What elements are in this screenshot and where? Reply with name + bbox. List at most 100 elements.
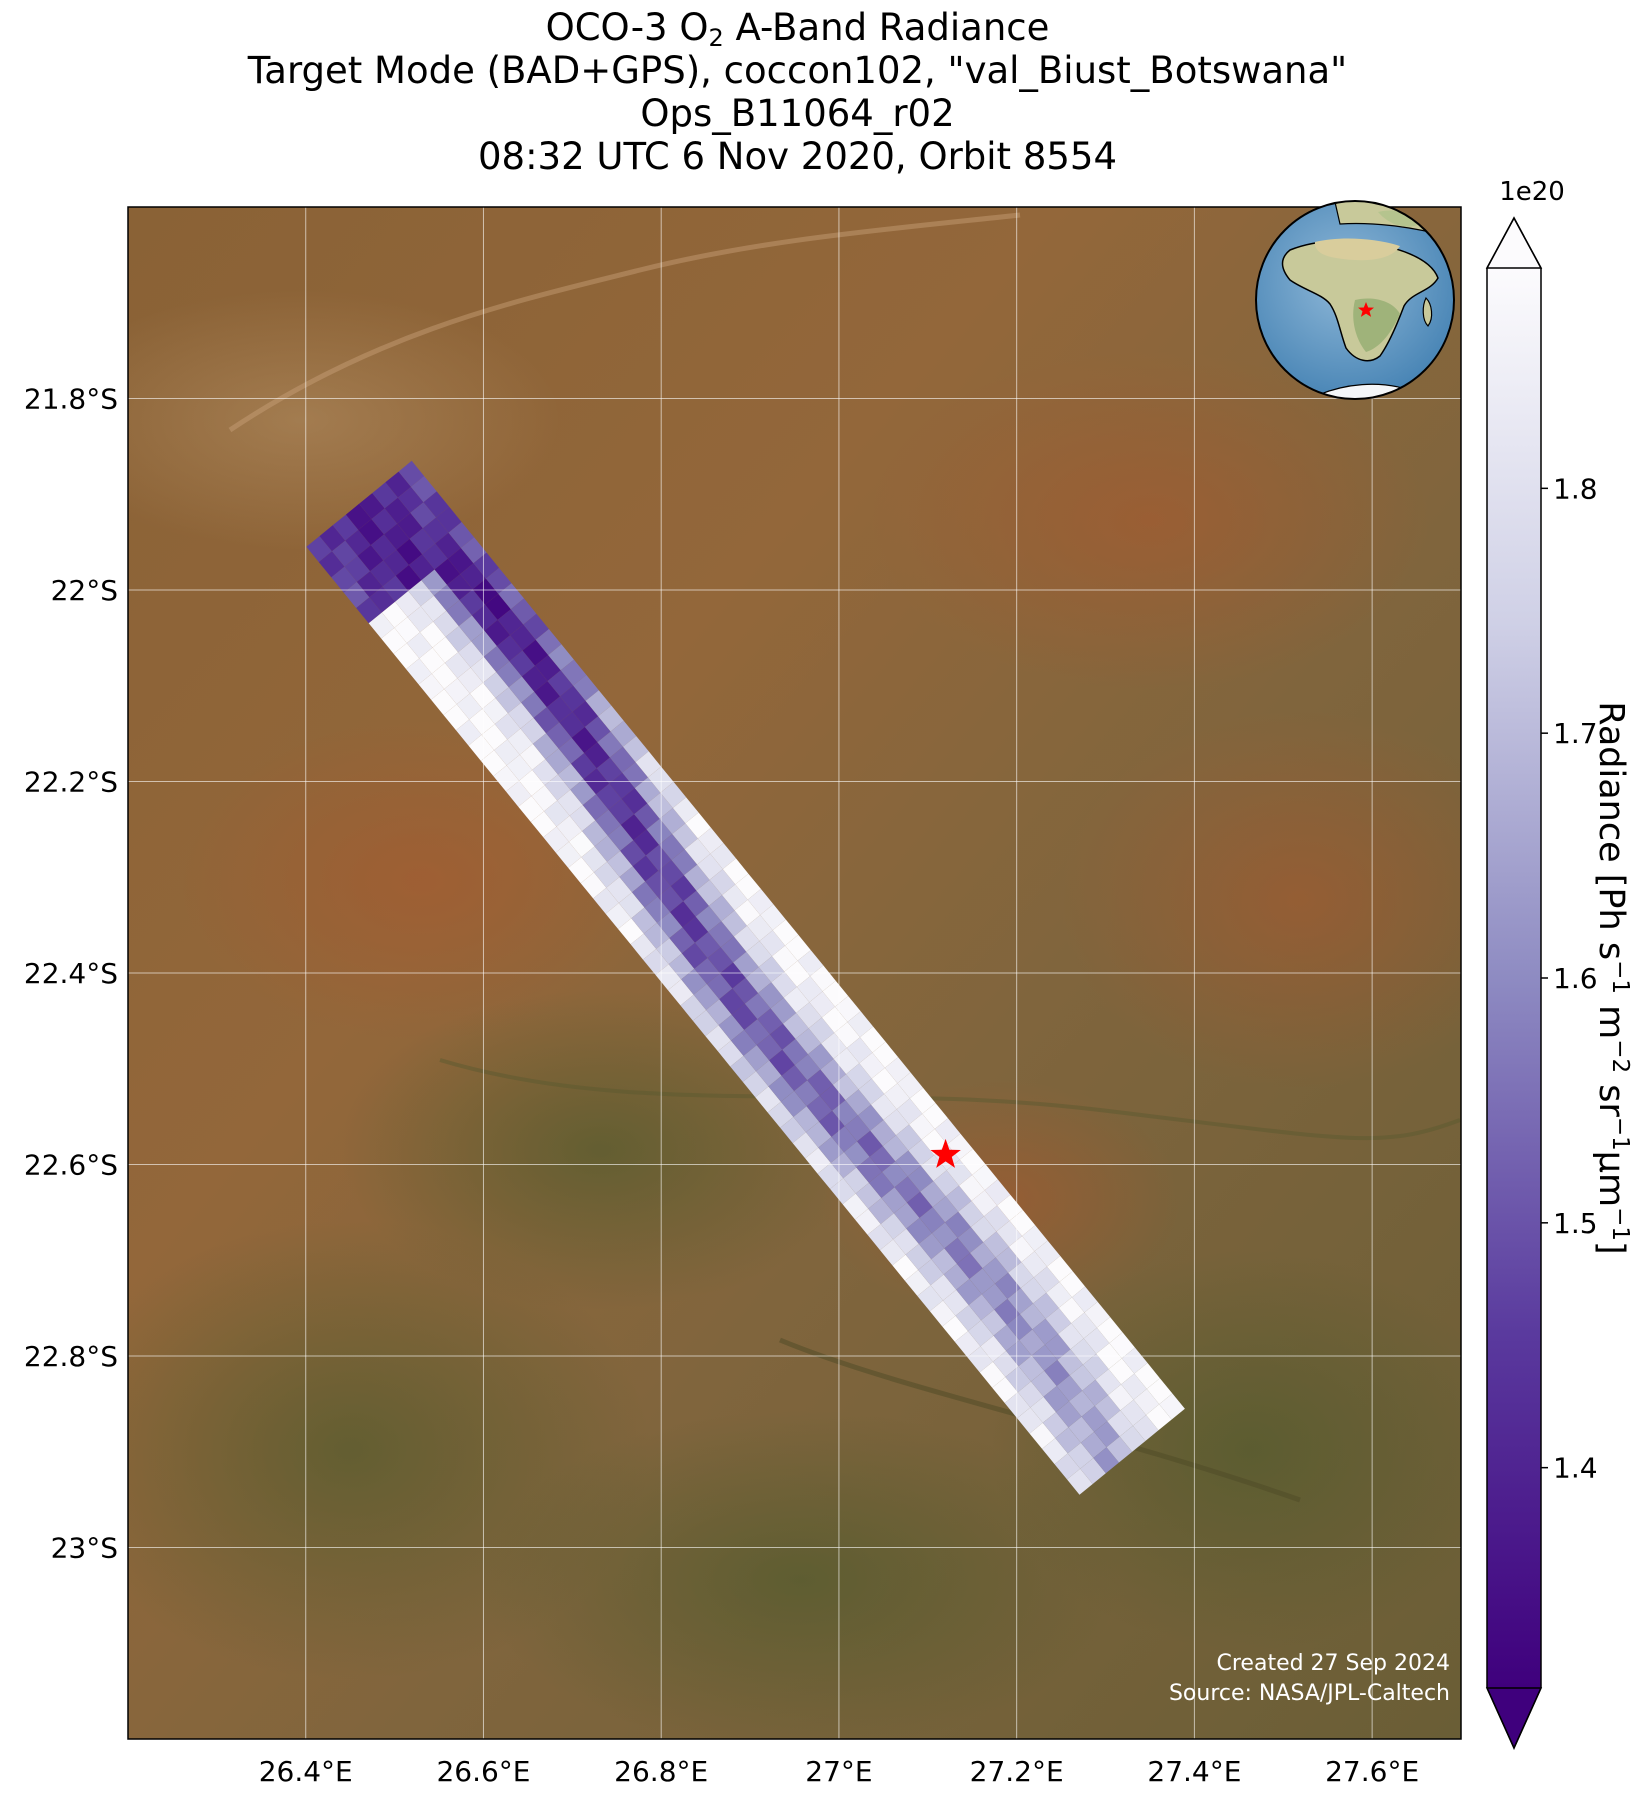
swath-cell	[1120, 1399, 1147, 1426]
swath-cell	[996, 1220, 1023, 1247]
swath-cell	[982, 1257, 1009, 1284]
swath-cell	[970, 1216, 997, 1243]
swath-cell	[607, 824, 634, 851]
globe-africa-icon	[1281, 201, 1446, 399]
swath-cell	[1033, 1266, 1060, 1293]
swath-cell	[785, 934, 811, 961]
lat-tick-label: 22.8°S	[24, 1340, 118, 1373]
swath-cell	[968, 1320, 994, 1347]
swath-cell	[681, 942, 708, 969]
swath-cell	[535, 629, 562, 656]
swath-cell	[780, 1091, 807, 1117]
swath-cell	[645, 870, 671, 897]
swath-cell	[734, 899, 761, 926]
swath-cell	[509, 650, 535, 677]
colorbar-tick-label: 1.7	[1553, 717, 1598, 750]
swath-cell	[908, 1139, 935, 1166]
swath-cell	[1121, 1373, 1147, 1400]
swath-cell	[995, 1272, 1021, 1299]
swath-cell	[458, 615, 485, 642]
swath-cell	[868, 1172, 895, 1198]
swath-cell	[684, 838, 711, 865]
swath-cell	[396, 538, 423, 565]
swath-cell	[571, 727, 598, 753]
swath-cell	[385, 471, 411, 498]
swath-cell	[917, 1285, 943, 1312]
swath-cell	[1133, 1388, 1160, 1415]
swath-cell	[634, 777, 661, 804]
swath-cell	[506, 754, 533, 781]
swath-cell	[581, 846, 607, 873]
swath-cell	[893, 1228, 919, 1255]
axis-tick-labels: 26.4°E 26.6°E 26.8°E 27°E 27.2°E 27.4°E 27.6°E…	[24, 383, 1419, 1789]
swath-cell	[792, 1132, 819, 1159]
swath-cell	[370, 560, 396, 587]
swath-cell	[1054, 1453, 1081, 1480]
colorbar-tick-label: 1.4	[1553, 1452, 1598, 1485]
swath-cell	[772, 919, 799, 946]
swath-cell	[496, 635, 523, 662]
swath-cell	[534, 681, 560, 708]
swath-cell	[510, 624, 536, 651]
swath-cell	[1047, 1255, 1073, 1282]
swath-cell	[447, 548, 474, 575]
swath-cell	[820, 1058, 847, 1085]
swath-cell	[896, 1098, 923, 1125]
swath-cell	[906, 1217, 932, 1244]
swath-cell	[533, 707, 560, 734]
swath-cell	[1107, 1410, 1133, 1437]
swath-cell	[1004, 1392, 1031, 1419]
swath-cell	[1081, 1405, 1108, 1432]
swath-cell	[669, 927, 695, 954]
swath-cell	[929, 1300, 956, 1327]
swath-cell	[856, 1156, 883, 1183]
swath-cell	[444, 652, 471, 679]
swath-cell	[830, 1178, 856, 1205]
swath-cell	[447, 574, 473, 601]
swath-cell	[411, 476, 437, 503]
swath-cell	[984, 1205, 1010, 1232]
swath-cell	[332, 514, 359, 541]
swath-cell	[756, 1060, 782, 1087]
colorbar-tick-label: 1.6	[1553, 962, 1598, 995]
colorbar-multiplier: 1e20	[1499, 177, 1565, 207]
swath-cell	[682, 916, 709, 943]
swath-cell	[757, 1008, 783, 1035]
swath-cell	[620, 840, 646, 867]
swath-cell	[670, 901, 696, 928]
swath-cell	[647, 792, 673, 819]
lon-tick-label: 27.4°E	[1147, 1755, 1241, 1788]
swath-cell	[719, 988, 745, 1015]
map-frame	[127, 206, 1462, 1740]
swath-cell	[1029, 1422, 1056, 1449]
swath-cell	[706, 973, 733, 1000]
swath-cell	[630, 933, 657, 960]
swath-cell	[423, 491, 450, 518]
swath-cell	[397, 512, 423, 539]
swath-cell	[1106, 1436, 1133, 1463]
swath-cell	[608, 798, 635, 825]
swath-cell	[858, 1078, 885, 1105]
swath-cell	[372, 482, 398, 509]
swath-cell	[394, 617, 420, 644]
swath-cell	[1080, 1431, 1107, 1458]
swath-cell	[957, 1227, 984, 1253]
swath-cell	[356, 597, 382, 624]
swath-cell	[855, 1182, 882, 1209]
swath-cell	[519, 743, 546, 770]
swath-cell	[897, 1072, 923, 1099]
title-line-4: 08:32 UTC 6 Nov 2020, Orbit 8554	[478, 135, 1117, 178]
swath-cell	[420, 595, 447, 622]
swath-cell	[469, 708, 495, 735]
swath-cell	[1008, 1236, 1035, 1263]
swath-cell	[1094, 1421, 1120, 1448]
swath-cell	[1019, 1329, 1045, 1356]
swath-cell	[448, 522, 475, 548]
swath-cell	[460, 563, 486, 590]
swath-cell	[618, 892, 645, 919]
swath-cell	[431, 689, 457, 715]
swath-cell	[845, 1089, 871, 1116]
swath-cell	[932, 1222, 958, 1249]
swath-cell	[834, 1022, 860, 1048]
swath-cell	[742, 1071, 769, 1098]
